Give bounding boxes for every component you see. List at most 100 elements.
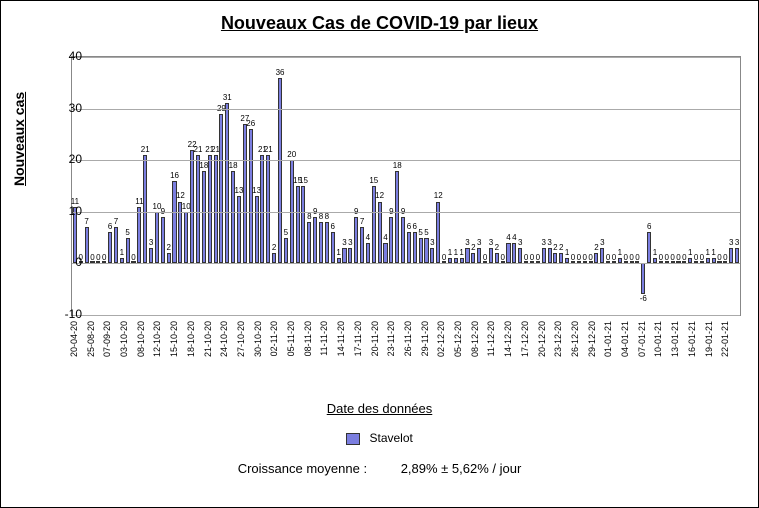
bar: [465, 248, 469, 263]
x-tick-label: 07-09-20: [102, 321, 112, 357]
bar-value-label: 3: [541, 238, 545, 247]
y-tick-label: 0: [75, 255, 82, 269]
footer-prefix: Croissance moyenne :: [238, 461, 367, 476]
x-axis-label: Date des données: [1, 401, 758, 416]
bar: [477, 248, 481, 263]
bar-value-label: 0: [624, 253, 628, 262]
bar: [126, 238, 130, 264]
bar: [208, 155, 212, 263]
bar-value-label: 3: [518, 238, 522, 247]
bar-value-label: 26: [246, 119, 255, 128]
bar-value-label: 0: [700, 253, 704, 262]
bars-group: 1107000671501121310921612102221182121293…: [72, 57, 740, 315]
bar-value-label: 12: [176, 191, 185, 200]
bar: [190, 150, 194, 264]
bar: [161, 217, 165, 263]
bar: [389, 217, 393, 263]
x-tick-label: 01-01-21: [603, 321, 613, 357]
bar-value-label: 1: [454, 248, 458, 257]
bar-value-label: 6: [647, 222, 651, 231]
bar-value-label: 3: [735, 238, 739, 247]
bar: [641, 263, 645, 294]
bar: [167, 253, 171, 263]
x-tick-label: 24-10-20: [219, 321, 229, 357]
bar-value-label: 2: [553, 243, 557, 252]
bar: [489, 248, 493, 263]
bar: [249, 129, 253, 263]
bar-value-label: 18: [229, 161, 238, 170]
bar-value-label: 1: [653, 248, 657, 257]
bar-value-label: 5: [284, 228, 288, 237]
bar: [542, 248, 546, 263]
y-axis-label: Nouveaux cas: [11, 92, 27, 186]
x-tick-label: 30-10-20: [253, 321, 263, 357]
x-tick-label: 22-01-21: [720, 321, 730, 357]
bar-value-label: 3: [547, 238, 551, 247]
bar-value-label: 5: [125, 228, 129, 237]
bar: [559, 253, 563, 263]
bar: [366, 243, 370, 264]
x-tick-label: 20-11-20: [370, 321, 380, 356]
bar: [378, 202, 382, 264]
gridline: [72, 109, 740, 110]
bar-value-label: 2: [471, 243, 475, 252]
bar-value-label: 0: [96, 253, 100, 262]
x-tick-label: 21-10-20: [203, 321, 213, 357]
bar: [278, 78, 282, 264]
bar-value-label: 0: [500, 253, 504, 262]
bar-value-label: 4: [512, 233, 516, 242]
bar-value-label: 0: [483, 253, 487, 262]
bar: [354, 217, 358, 263]
bar: [184, 212, 188, 264]
bar-value-label: 12: [375, 191, 384, 200]
gridline: [72, 160, 740, 161]
y-tick-label: 20: [69, 152, 82, 166]
bar: [149, 248, 153, 263]
bar-value-label: 6: [407, 222, 411, 231]
bar: [307, 222, 311, 263]
bar: [424, 238, 428, 264]
bar-value-label: 4: [366, 233, 370, 242]
plot-area: 1107000671501121310921612102221182121293…: [71, 56, 741, 316]
bar-value-label: 0: [606, 253, 610, 262]
bar-value-label: 3: [477, 238, 481, 247]
bar-value-label: 0: [571, 253, 575, 262]
bar: [313, 217, 317, 263]
bar: [237, 196, 241, 263]
bar-value-label: 15: [369, 176, 378, 185]
bar-value-label: 0: [723, 253, 727, 262]
x-tick-label: 25-08-20: [86, 321, 96, 357]
x-tick-label: 15-10-20: [169, 321, 179, 357]
bar-value-label: 0: [670, 253, 674, 262]
bar-value-label: 2: [559, 243, 563, 252]
bar-value-label: 1: [618, 248, 622, 257]
bar: [202, 171, 206, 264]
bar-value-label: 21: [264, 145, 273, 154]
bar: [137, 207, 141, 264]
bar-value-label: 0: [635, 253, 639, 262]
x-tick-label: 26-11-20: [403, 321, 413, 356]
bar-value-label: 8: [325, 212, 329, 221]
x-tick-label: 11-12-20: [486, 321, 496, 356]
bar-value-label: 3: [430, 238, 434, 247]
bar: [506, 243, 510, 264]
bar: [383, 243, 387, 264]
bar: [296, 186, 300, 263]
x-tick-label: 27-10-20: [236, 321, 246, 357]
bar-value-label: 1: [448, 248, 452, 257]
bar: [647, 232, 651, 263]
bar: [231, 171, 235, 264]
bar-value-label: 3: [600, 238, 604, 247]
x-tick-label: 11-11-20: [319, 321, 329, 356]
bar-value-label: 5: [424, 228, 428, 237]
bar: [342, 248, 346, 263]
bar-value-label: 12: [434, 191, 443, 200]
bar-value-label: 0: [582, 253, 586, 262]
x-tick-label: 23-11-20: [386, 321, 396, 356]
bar-value-label: 3: [729, 238, 733, 247]
bar-value-label: 4: [506, 233, 510, 242]
growth-footer: Croissance moyenne : 2,89% ± 5,62% / jou…: [1, 461, 758, 476]
bar-value-label: 31: [223, 93, 232, 102]
x-tick-label: 18-10-20: [186, 321, 196, 357]
bar-value-label: 0: [442, 253, 446, 262]
